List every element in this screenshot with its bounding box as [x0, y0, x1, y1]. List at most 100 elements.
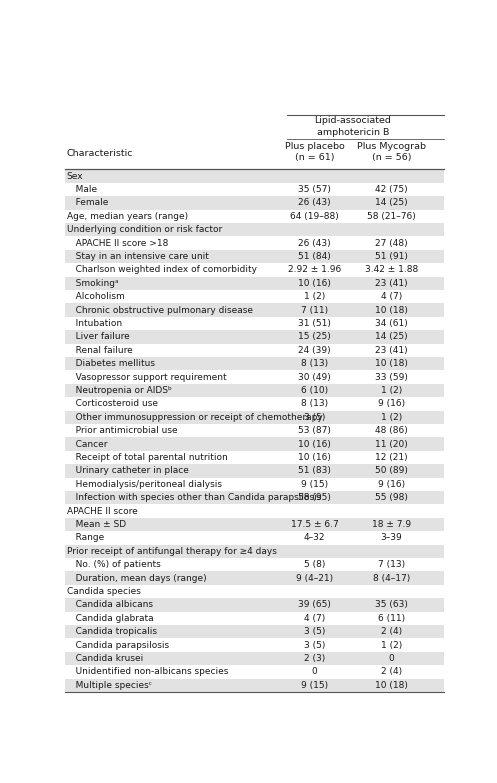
- Text: Underlying condition or risk factor: Underlying condition or risk factor: [67, 226, 222, 234]
- Text: Multiple speciesᶜ: Multiple speciesᶜ: [67, 681, 152, 690]
- Bar: [65, 344, 444, 357]
- Bar: [65, 196, 444, 210]
- Text: Plus Mycograb
(n = 56): Plus Mycograb (n = 56): [357, 142, 426, 162]
- Text: 4 (7): 4 (7): [304, 614, 325, 622]
- Text: 10 (18): 10 (18): [375, 305, 408, 315]
- Text: 1 (2): 1 (2): [381, 640, 402, 650]
- Text: 18 ± 7.9: 18 ± 7.9: [372, 520, 411, 529]
- Text: 14 (25): 14 (25): [375, 332, 408, 341]
- Text: Duration, mean days (range): Duration, mean days (range): [67, 574, 206, 583]
- Text: Prior receipt of antifungal therapy for ≥4 days: Prior receipt of antifungal therapy for …: [67, 547, 277, 556]
- Bar: [65, 370, 444, 384]
- Text: 3 (5): 3 (5): [304, 640, 325, 650]
- Text: 24 (39): 24 (39): [298, 346, 331, 355]
- Text: 26 (43): 26 (43): [298, 239, 331, 247]
- Text: Sex: Sex: [67, 171, 83, 181]
- Text: 7 (13): 7 (13): [378, 560, 405, 569]
- Text: 1 (2): 1 (2): [304, 292, 325, 301]
- Text: Infection with species other than Candida parapsilosis: Infection with species other than Candid…: [67, 493, 321, 502]
- Text: 14 (25): 14 (25): [375, 198, 408, 207]
- Text: Charlson weighted index of comorbidity: Charlson weighted index of comorbidity: [67, 265, 257, 274]
- Text: Urinary catheter in place: Urinary catheter in place: [67, 467, 189, 475]
- Text: 51 (84): 51 (84): [298, 252, 331, 261]
- Text: 35 (57): 35 (57): [298, 185, 331, 194]
- Bar: [65, 397, 444, 410]
- Text: Candida krusei: Candida krusei: [67, 654, 143, 663]
- Bar: [65, 464, 444, 478]
- Text: 10 (16): 10 (16): [298, 279, 331, 287]
- Text: 9 (16): 9 (16): [378, 480, 405, 489]
- Bar: [65, 438, 444, 451]
- Text: 9 (15): 9 (15): [301, 480, 328, 489]
- Text: 23 (41): 23 (41): [375, 346, 408, 355]
- Text: 30 (49): 30 (49): [298, 373, 331, 381]
- Text: 3.42 ± 1.88: 3.42 ± 1.88: [365, 265, 418, 274]
- Text: APACHE II score: APACHE II score: [67, 507, 138, 515]
- Text: 48 (86): 48 (86): [375, 426, 408, 435]
- Bar: [65, 290, 444, 303]
- Text: 10 (18): 10 (18): [375, 359, 408, 368]
- Text: 4 (7): 4 (7): [381, 292, 402, 301]
- Text: 3 (5): 3 (5): [304, 627, 325, 637]
- Text: Diabetes mellitus: Diabetes mellitus: [67, 359, 155, 368]
- Bar: [65, 585, 444, 598]
- Text: APACHE II score >18: APACHE II score >18: [67, 239, 168, 247]
- Text: Liver failure: Liver failure: [67, 332, 130, 341]
- Bar: [65, 276, 444, 290]
- Text: 0: 0: [312, 667, 317, 677]
- Bar: [65, 236, 444, 250]
- Text: 2 (3): 2 (3): [304, 654, 325, 663]
- Text: 1 (2): 1 (2): [381, 386, 402, 395]
- Text: 2 (4): 2 (4): [381, 667, 402, 677]
- Bar: [65, 491, 444, 504]
- Bar: [65, 545, 444, 558]
- Bar: [65, 531, 444, 545]
- Bar: [65, 572, 444, 585]
- Text: Hemodialysis/peritoneal dialysis: Hemodialysis/peritoneal dialysis: [67, 480, 222, 489]
- Bar: [65, 651, 444, 666]
- Text: 9 (15): 9 (15): [301, 681, 328, 690]
- Text: 3–39: 3–39: [381, 533, 403, 543]
- Text: Candida glabrata: Candida glabrata: [67, 614, 154, 622]
- Text: Candida species: Candida species: [67, 587, 141, 596]
- Text: 51 (91): 51 (91): [375, 252, 408, 261]
- Text: 35 (63): 35 (63): [375, 601, 408, 609]
- Bar: [65, 558, 444, 572]
- Bar: [65, 625, 444, 638]
- Text: 10 (16): 10 (16): [298, 453, 331, 462]
- Bar: [65, 263, 444, 276]
- Text: 55 (98): 55 (98): [375, 493, 408, 502]
- Text: 8 (13): 8 (13): [301, 359, 328, 368]
- Text: 26 (43): 26 (43): [298, 198, 331, 207]
- Bar: [65, 451, 444, 464]
- Text: Mean ± SD: Mean ± SD: [67, 520, 126, 529]
- Bar: [65, 384, 444, 397]
- Bar: [65, 317, 444, 330]
- Text: 8 (13): 8 (13): [301, 399, 328, 409]
- Bar: [65, 223, 444, 236]
- Text: 10 (18): 10 (18): [375, 681, 408, 690]
- Text: Receipt of total parental nutrition: Receipt of total parental nutrition: [67, 453, 228, 462]
- Text: 27 (48): 27 (48): [375, 239, 408, 247]
- Text: Unidentified non-albicans species: Unidentified non-albicans species: [67, 667, 228, 677]
- Text: 9 (4–21): 9 (4–21): [296, 574, 333, 583]
- Text: Renal failure: Renal failure: [67, 346, 133, 355]
- Text: 58 (21–76): 58 (21–76): [367, 211, 416, 221]
- Text: 11 (20): 11 (20): [375, 439, 408, 449]
- Text: 1 (2): 1 (2): [381, 413, 402, 422]
- Text: Candida albicans: Candida albicans: [67, 601, 153, 609]
- Bar: [65, 666, 444, 679]
- Text: Alcoholism: Alcoholism: [67, 292, 124, 301]
- Text: Other immunosuppression or receipt of chemotherapy: Other immunosuppression or receipt of ch…: [67, 413, 323, 422]
- Text: Plus placebo
(n = 61): Plus placebo (n = 61): [285, 142, 344, 162]
- Text: Candida parapsilosis: Candida parapsilosis: [67, 640, 169, 650]
- Bar: [65, 478, 444, 491]
- Text: 58 (95): 58 (95): [298, 493, 331, 502]
- Text: Chronic obstructive pulmonary disease: Chronic obstructive pulmonary disease: [67, 305, 253, 315]
- Text: 8 (4–17): 8 (4–17): [373, 574, 410, 583]
- Text: 53 (87): 53 (87): [298, 426, 331, 435]
- Text: 50 (89): 50 (89): [375, 467, 408, 475]
- Text: 33 (59): 33 (59): [375, 373, 408, 381]
- Bar: [65, 357, 444, 370]
- Text: 17.5 ± 6.7: 17.5 ± 6.7: [291, 520, 338, 529]
